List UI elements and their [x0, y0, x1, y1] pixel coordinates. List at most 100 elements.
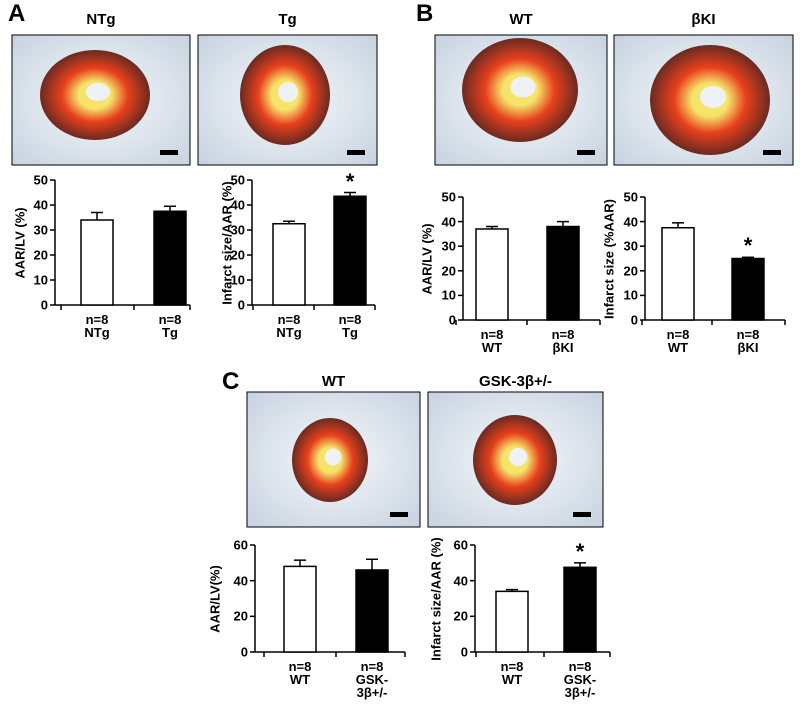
photo-label: GSK-3β+/-: [479, 373, 552, 390]
y-tick-label: 0: [448, 312, 456, 328]
bar: [475, 228, 509, 321]
x-tick-label: βKI: [552, 340, 574, 355]
y-axis-label: AAR/LV (%): [419, 222, 435, 295]
photo-label: WT: [509, 11, 533, 28]
x-tick-label: WT: [501, 672, 523, 687]
y-tick-label: 10: [623, 287, 638, 303]
x-tick-label: NTg: [276, 325, 302, 340]
x-tick-label: GSK-3β+/-: [355, 672, 389, 700]
scale-bar: [573, 512, 591, 517]
sample-size: n=8: [480, 327, 504, 342]
y-axis-label: AAR/LV(%): [207, 564, 223, 633]
bar: [495, 590, 529, 653]
y-tick-label: 0: [40, 297, 48, 313]
sample-size: n=8: [500, 659, 524, 674]
y-tick-label: 30: [33, 222, 48, 238]
y-tick-label: 40: [453, 573, 468, 589]
y-axis-label: Infarct size/AAR (%): [428, 536, 444, 661]
lumen: [278, 82, 298, 102]
y-tick-label: 30: [623, 238, 638, 254]
sample-size: n=8: [158, 312, 182, 327]
y-tick-label: 0: [630, 312, 638, 328]
x-tick-label: WT: [667, 340, 689, 355]
y-axis-label: Infarct size/AAR (%): [219, 180, 235, 305]
y-tick-label: 10: [441, 287, 456, 303]
significance-mark: *: [575, 538, 585, 564]
photo-label: Tg: [278, 11, 297, 28]
sample-size: n=8: [736, 327, 760, 342]
y-tick-label: 20: [623, 263, 638, 279]
bar: [153, 210, 187, 306]
y-tick-label: 0: [240, 644, 248, 660]
y-tick-label: 10: [33, 272, 48, 288]
sample-size: n=8: [568, 659, 592, 674]
photo-label: βKI: [691, 11, 716, 28]
bar: [563, 566, 597, 653]
y-tick-label: 0: [460, 644, 468, 660]
y-tick-label: 50: [230, 172, 245, 188]
panel-letter: C: [222, 368, 240, 395]
lumen: [85, 83, 111, 101]
y-tick-label: 20: [453, 608, 468, 624]
bar: [333, 195, 367, 306]
y-tick-label: 20: [441, 263, 456, 279]
photo-label: WT: [321, 373, 346, 390]
significance-mark: *: [743, 233, 753, 259]
photo-label: NTg: [86, 11, 116, 28]
scale-bar: [763, 150, 781, 155]
bar: [661, 227, 695, 321]
bar: [283, 565, 317, 653]
bar: [546, 225, 580, 321]
sample-size: n=8: [338, 312, 362, 327]
y-axis-label: AAR/LV (%): [12, 206, 28, 279]
lumen: [699, 86, 727, 108]
panel-letter: B: [416, 0, 434, 27]
scale-bar: [347, 150, 365, 155]
sample-size: n=8: [666, 327, 690, 342]
y-tick-label: 50: [441, 189, 456, 205]
sample-size: n=8: [277, 312, 301, 327]
lumen: [510, 76, 536, 98]
y-tick-label: 20: [230, 247, 245, 263]
lumen: [508, 448, 528, 466]
sample-size: n=8: [288, 659, 312, 674]
x-tick-label: Tg: [162, 325, 178, 340]
x-tick-label: WT: [481, 340, 503, 355]
y-axis-label: Infarct size (%AAR): [601, 198, 617, 319]
x-tick-label: NTg: [84, 325, 110, 340]
y-tick-label: 40: [233, 573, 248, 589]
y-tick-label: 10: [230, 272, 245, 288]
y-tick-label: 40: [33, 197, 48, 213]
scale-bar: [577, 150, 595, 155]
scale-bar: [160, 150, 178, 155]
panel-letter: A: [8, 0, 26, 27]
y-tick-label: 0: [237, 297, 245, 313]
y-tick-label: 40: [441, 214, 456, 230]
x-tick-label: GSK-3β+/-: [563, 672, 597, 700]
y-tick-label: 30: [230, 222, 245, 238]
bar: [355, 569, 389, 653]
scale-bar: [390, 512, 408, 517]
y-tick-label: 50: [623, 189, 638, 205]
x-tick-label: Tg: [342, 325, 358, 340]
lumen: [324, 448, 342, 466]
bar: [272, 223, 306, 306]
sample-size: n=8: [551, 327, 575, 342]
y-tick-label: 60: [453, 537, 468, 553]
sample-size: n=8: [360, 659, 384, 674]
significance-mark: *: [345, 168, 355, 194]
sample-size: n=8: [85, 312, 109, 327]
y-tick-label: 30: [441, 238, 456, 254]
y-tick-label: 40: [230, 197, 245, 213]
y-tick-label: 60: [233, 537, 248, 553]
y-tick-label: 20: [33, 247, 48, 263]
bar: [80, 219, 114, 306]
y-tick-label: 40: [623, 214, 638, 230]
x-tick-label: WT: [289, 672, 311, 687]
bar: [731, 257, 765, 321]
y-tick-label: 20: [233, 608, 248, 624]
y-tick-label: 50: [33, 172, 48, 188]
x-tick-label: βKI: [737, 340, 759, 355]
